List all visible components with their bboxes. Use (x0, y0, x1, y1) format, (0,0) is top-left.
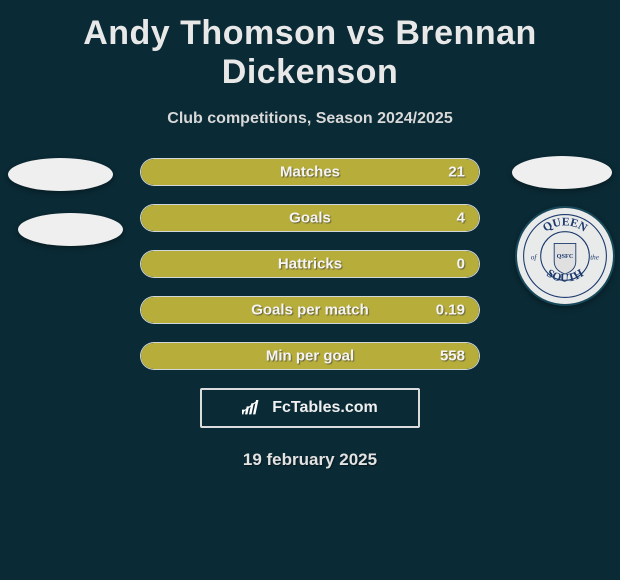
brand-chart-icon (242, 398, 266, 418)
stat-row-matches: Matches 21 (140, 158, 480, 186)
stat-label: Min per goal (266, 348, 354, 365)
page-title: Andy Thomson vs Brennan Dickenson (0, 0, 620, 92)
player2-club-badge: QUEEN SOUTH of the QSFC (515, 206, 615, 306)
stat-label: Goals per match (251, 302, 369, 319)
stat-label: Matches (280, 164, 340, 181)
club-crest-icon: QUEEN SOUTH of the QSFC (520, 211, 610, 301)
stat-label: Goals (289, 210, 331, 227)
stat-row-goals-per-match: Goals per match 0.19 (140, 296, 480, 324)
badge-center-text: QSFC (557, 253, 574, 260)
stat-value-right: 0.19 (436, 302, 465, 319)
stat-row-min-per-goal: Min per goal 558 (140, 342, 480, 370)
stats-area: QUEEN SOUTH of the QSFC Matches 21 Goals… (0, 158, 620, 470)
brand-text: FcTables.com (272, 399, 378, 417)
stat-row-hattricks: Hattricks 0 (140, 250, 480, 278)
brand-box: FcTables.com (200, 388, 420, 428)
stat-label: Hattricks (278, 256, 342, 273)
subtitle: Club competitions, Season 2024/2025 (0, 110, 620, 128)
stat-row-goals: Goals 4 (140, 204, 480, 232)
stat-value-right: 558 (440, 348, 465, 365)
player1-club-avatar (18, 213, 123, 246)
stat-value-right: 4 (457, 210, 465, 227)
stat-value-right: 21 (448, 164, 465, 181)
date-line: 19 february 2025 (0, 450, 620, 470)
badge-side-right: the (590, 254, 600, 262)
player2-avatar (512, 156, 612, 189)
stat-value-right: 0 (457, 256, 465, 273)
player1-avatar (8, 158, 113, 191)
